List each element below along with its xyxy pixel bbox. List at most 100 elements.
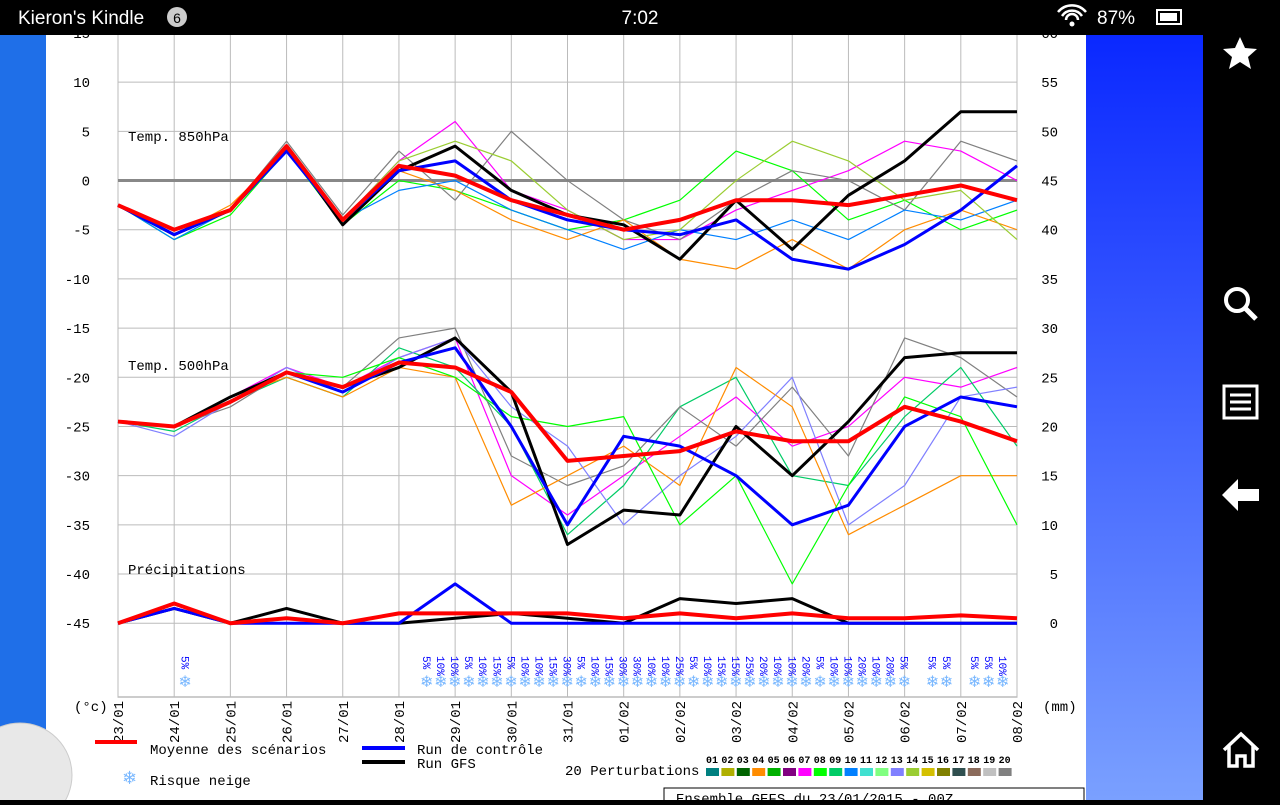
snowflake: ❄: [968, 674, 981, 692]
snowflake: ❄: [122, 770, 137, 790]
snow-risk-label: 10%: [700, 656, 712, 676]
snow-risk-label: 25%: [742, 656, 754, 676]
bookmark-button[interactable]: [1223, 37, 1257, 69]
snowflake: ❄: [434, 674, 447, 692]
snow-risk-label: 10%: [447, 656, 459, 676]
snow-risk-label: 10%: [658, 656, 670, 676]
perturbation-swatch: [767, 768, 781, 776]
search-button[interactable]: [1224, 287, 1258, 321]
perturbation-swatch: [813, 768, 827, 776]
page-turn-button[interactable]: [0, 722, 73, 805]
perturbation-line: [117, 337, 1018, 516]
snow-risk-label: 10%: [826, 656, 838, 676]
panel-label: Temp. 850hPa: [128, 130, 229, 146]
y2-tick-label: 15: [1041, 470, 1058, 486]
y-tick-label: -15: [65, 322, 90, 338]
x-tick-label: 08/02: [1011, 701, 1027, 743]
snow-risk-label: 10%: [531, 656, 543, 676]
snow-risk-label: 5%: [967, 656, 979, 670]
perturbation-swatch: [998, 768, 1012, 776]
back-button[interactable]: [1222, 479, 1259, 511]
perturbation-swatch: [952, 768, 966, 776]
snow-risk-label: 20%: [798, 656, 810, 676]
footer-text: Ensemble GEFS du 23/01/2015 - 00Z: [676, 792, 953, 800]
menu-button[interactable]: [1222, 384, 1259, 420]
x-tick-label: 31/01: [562, 701, 578, 743]
snow-risk-label: 15%: [728, 656, 740, 676]
snowflake: ❄: [603, 674, 616, 692]
snowflake: ❄: [476, 674, 489, 692]
snowflake: ❄: [420, 674, 433, 692]
y-tick-label: -25: [65, 420, 90, 436]
snow-risk-label: 5%: [939, 656, 951, 670]
x-tick-label: 25/01: [224, 701, 240, 743]
perturbation-swatch: [721, 768, 735, 776]
series-line: [117, 601, 1018, 626]
snow-risk-label: 20%: [756, 656, 768, 676]
y-axis-label: (°c): [74, 700, 108, 716]
panel-label: Temp. 500hPa: [128, 359, 229, 375]
badge: [167, 7, 187, 27]
x-tick-label: 30/01: [505, 701, 521, 743]
snowflake: ❄: [771, 674, 784, 692]
snow-risk-label: 5%: [574, 656, 586, 670]
wifi-dot: [1069, 21, 1075, 27]
snowflake: ❄: [884, 674, 897, 692]
snowflake: ❄: [687, 674, 700, 692]
y2-axis-label: (mm): [1043, 700, 1077, 716]
footer-box: [663, 787, 1085, 805]
battery-icon: [1156, 9, 1182, 25]
snow-risk-label: 10%: [588, 656, 600, 676]
snow-risk-label: 5%: [981, 656, 993, 670]
x-tick-label: 02/02: [674, 701, 690, 743]
snow-risk-label: 5%: [503, 656, 515, 670]
y-tick-label: -5: [73, 224, 90, 240]
perturbation-swatch: [875, 768, 889, 776]
series-line: [117, 144, 1018, 232]
snow-risk-label: 15%: [714, 656, 726, 676]
snow-risk-label: 20%: [854, 656, 866, 676]
perturbation-swatch: [890, 768, 904, 776]
y2-tick-label: 35: [1041, 273, 1058, 289]
y2-tick-label: 30: [1041, 322, 1058, 338]
legend-label: Run GFS: [417, 757, 476, 773]
snowflake: ❄: [462, 674, 475, 692]
y2-tick-label: 25: [1041, 371, 1058, 387]
x-tick-label: 07/02: [955, 701, 971, 743]
left-margin: [0, 35, 46, 800]
snow-risk-label: 10%: [784, 656, 796, 676]
perturbation-swatch: [798, 768, 812, 776]
perturbation-code: 18: [968, 756, 980, 767]
snowflake: ❄: [743, 674, 756, 692]
snow-risk-label: 10%: [840, 656, 852, 676]
perturbation-code: 02: [721, 756, 733, 767]
legend-label: Run de contrôle: [417, 743, 543, 759]
y-tick-label: 5: [82, 125, 90, 141]
perturbation-swatch: [967, 768, 981, 776]
perturbation-swatch: [736, 768, 750, 776]
y-tick-label: -10: [65, 273, 90, 289]
snowflake: ❄: [561, 674, 574, 692]
y2-tick-label: 20: [1041, 420, 1058, 436]
snowflake: ❄: [178, 674, 191, 692]
y-tick-label: 10: [73, 76, 90, 92]
snow-risk-label: 10%: [644, 656, 656, 676]
perturbation-code: 17: [952, 756, 964, 767]
perturbation-line: [117, 337, 1018, 526]
snowflake: ❄: [982, 674, 995, 692]
perturbation-code: 03: [737, 756, 749, 767]
clock: 7:02: [622, 8, 659, 29]
snowflake: ❄: [898, 674, 911, 692]
x-tick-label: 26/01: [281, 701, 297, 743]
snowflake: ❄: [532, 674, 545, 692]
perturbation-code: 10: [845, 756, 857, 767]
perturbation-code: 16: [937, 756, 949, 767]
perturbation-code: 09: [829, 756, 841, 767]
snowflake: ❄: [518, 674, 531, 692]
snowflake: ❄: [673, 674, 686, 692]
perturbation-code: 04: [752, 756, 764, 767]
snow-risk-label: 10%: [995, 656, 1007, 676]
snowflake: ❄: [841, 674, 854, 692]
snowflake: ❄: [490, 674, 503, 692]
home-button[interactable]: [1222, 731, 1260, 768]
